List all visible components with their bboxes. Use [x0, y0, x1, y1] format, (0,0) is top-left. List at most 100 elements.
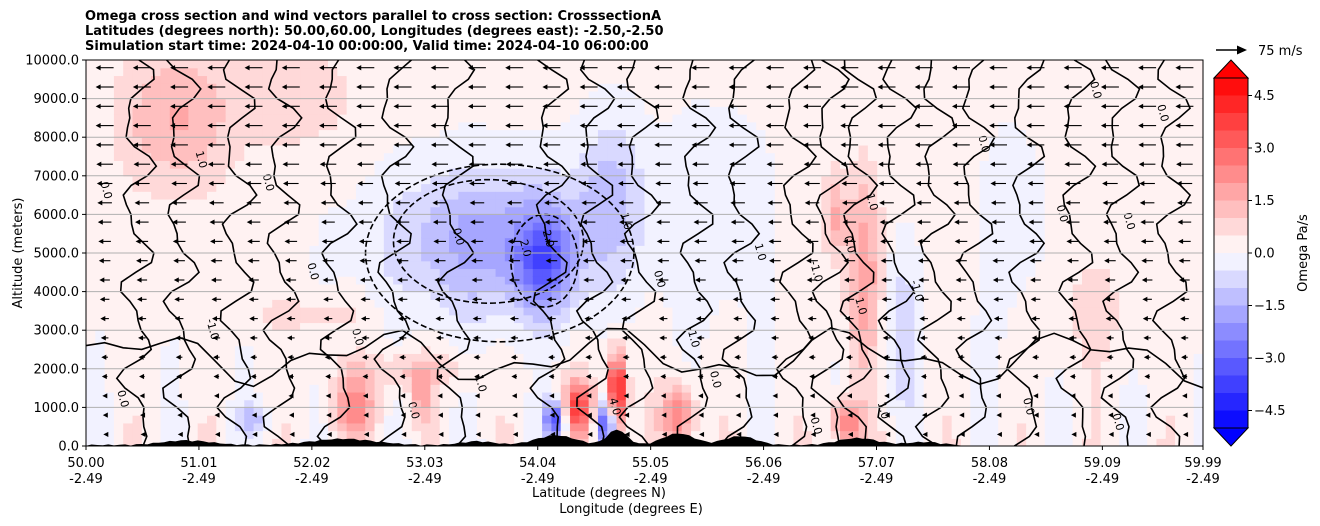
omega-cell	[709, 314, 720, 324]
omega-cell	[597, 160, 608, 169]
omega-cell	[625, 299, 636, 308]
omega-cell	[588, 67, 599, 77]
omega-cell	[570, 114, 580, 123]
omega-cell	[672, 384, 683, 393]
omega-cell	[821, 291, 832, 300]
omega-cell	[625, 245, 636, 254]
omega-cell	[486, 83, 497, 92]
omega-cell	[588, 144, 599, 154]
omega-cell	[523, 283, 534, 293]
omega-cell	[393, 399, 404, 408]
omega-cell	[421, 152, 432, 161]
omega-cell	[486, 260, 497, 270]
omega-cell	[653, 322, 664, 331]
omega-cell	[328, 260, 338, 270]
omega-cell	[402, 407, 413, 416]
omega-cell	[374, 268, 385, 277]
omega-cell	[272, 106, 283, 115]
omega-cell	[709, 368, 720, 378]
omega-cell	[421, 83, 432, 92]
omega-cell	[765, 299, 776, 308]
omega-cell	[998, 430, 1009, 439]
omega-cell	[151, 422, 162, 432]
omega-cell	[486, 183, 497, 192]
omega-cell	[877, 60, 888, 69]
omega-cell	[337, 67, 348, 77]
omega-cell	[365, 152, 376, 161]
omega-cell	[793, 276, 804, 285]
omega-cell	[393, 353, 404, 362]
omega-cell	[234, 407, 245, 416]
omega-cell	[225, 268, 236, 277]
omega-cell	[635, 75, 646, 84]
omega-cell	[355, 314, 366, 324]
omega-cell	[225, 399, 236, 408]
omega-cell	[644, 368, 655, 378]
omega-cell	[542, 67, 553, 77]
omega-cell	[718, 98, 729, 107]
omega-cell	[951, 422, 962, 432]
omega-cell	[886, 299, 897, 308]
omega-cell	[476, 430, 487, 439]
omega-cell	[867, 114, 878, 123]
omega-cell	[234, 314, 245, 324]
omega-cell	[132, 322, 143, 331]
omega-cell	[923, 60, 934, 69]
omega-cell	[523, 144, 534, 154]
omega-cell	[374, 152, 385, 161]
omega-cell	[253, 376, 264, 385]
omega-cell	[532, 245, 543, 254]
omega-cell	[467, 222, 478, 231]
omega-cell	[467, 430, 478, 439]
omega-cell	[812, 245, 822, 254]
omega-cell	[821, 67, 832, 77]
omega-cell	[532, 83, 543, 92]
omega-cell	[309, 98, 320, 107]
omega-cell	[886, 75, 897, 84]
omega-cell	[644, 307, 655, 316]
omega-cell	[337, 299, 348, 308]
omega-cell	[942, 160, 953, 169]
omega-cell	[411, 206, 422, 215]
omega-cell	[691, 353, 701, 362]
omega-cell	[141, 345, 152, 354]
omega-cell	[197, 415, 208, 424]
omega-cell	[756, 376, 767, 385]
omega-cell	[467, 330, 478, 339]
omega-cell	[988, 330, 999, 339]
omega-cell	[812, 430, 822, 439]
omega-cell	[318, 229, 329, 239]
omega-cell	[960, 407, 971, 416]
omega-cell	[272, 67, 283, 77]
omega-cell	[644, 60, 655, 69]
omega-cell	[905, 106, 916, 115]
omega-cell	[272, 206, 283, 215]
omega-cell	[765, 384, 776, 393]
omega-cell	[300, 299, 310, 308]
omega-cell	[765, 415, 776, 424]
omega-cell	[476, 337, 487, 347]
omega-cell	[867, 407, 878, 416]
omega-cell	[681, 391, 692, 401]
omega-cell	[411, 121, 422, 131]
omega-cell	[449, 245, 459, 254]
omega-cell	[821, 191, 832, 200]
omega-cell	[644, 430, 655, 439]
omega-cell	[951, 168, 962, 177]
omega-cell	[272, 368, 283, 378]
omega-cell	[449, 430, 459, 439]
omega-cell	[476, 168, 487, 177]
omega-cell	[551, 229, 562, 239]
omega-cell	[877, 361, 888, 370]
omega-cell	[914, 376, 925, 385]
omega-cell	[905, 206, 916, 215]
omega-cell	[793, 345, 804, 354]
omega-cell	[616, 391, 627, 401]
omega-cell	[970, 407, 981, 416]
omega-cell	[979, 345, 990, 354]
omega-cell	[281, 345, 292, 354]
omega-cell	[374, 314, 385, 324]
omega-cell	[281, 183, 292, 192]
omega-cell	[495, 361, 506, 370]
omega-cell	[784, 253, 795, 262]
